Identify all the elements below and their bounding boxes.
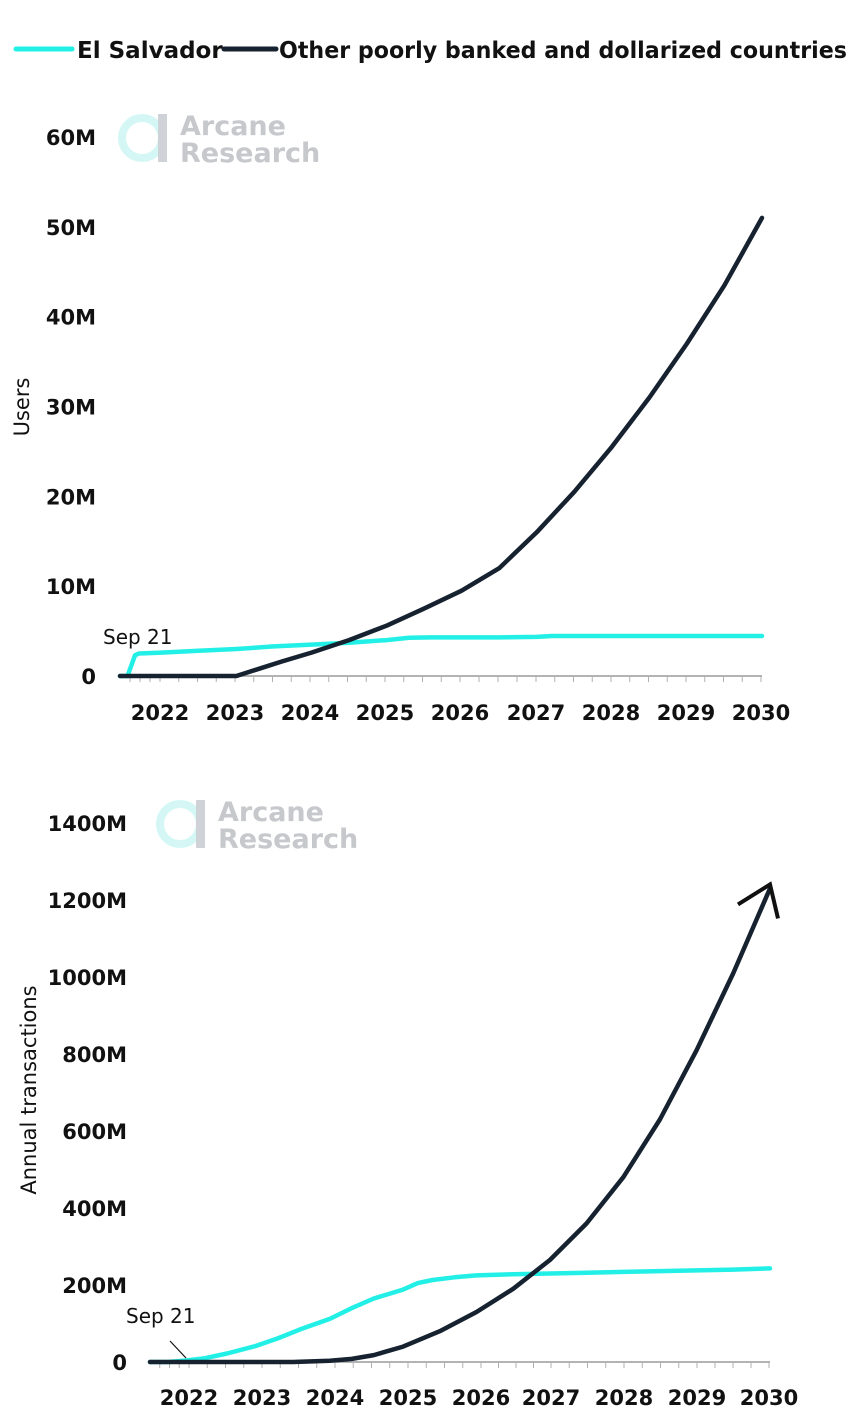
watermark-line2: Research xyxy=(180,138,320,169)
x-tick-label: 2024 xyxy=(281,701,339,725)
x-tick-label: 2025 xyxy=(379,1386,437,1410)
y-tick-label: 0 xyxy=(112,1351,127,1375)
annotation-pointer-line xyxy=(169,1340,187,1359)
x-tick-label: 2023 xyxy=(206,701,264,725)
series-line-el-salvador xyxy=(117,633,765,679)
x-tick-label: 2022 xyxy=(131,701,189,725)
watermark-logo-bar xyxy=(158,114,167,162)
x-tick-label: 2028 xyxy=(582,701,640,725)
users-chart: 2022 2023 2024 2025 2026 2027 2028 2029 2030 0 10M… xyxy=(10,126,790,725)
y-tick-label: 50M xyxy=(46,216,96,240)
y-tick-label: 40M xyxy=(46,306,96,330)
legend-item-el-salvador[interactable]: El Salvador xyxy=(13,38,223,64)
y-tick-label: 1400M xyxy=(48,812,127,836)
watermark-logo-bar xyxy=(196,800,205,848)
x-tick-label: 2024 xyxy=(306,1386,364,1410)
x-tick-label: 2030 xyxy=(740,1386,798,1410)
y-tick-label: 400M xyxy=(62,1197,127,1221)
legend: El Salvador Other poorly banked and doll… xyxy=(13,38,847,64)
y-tick-label: 800M xyxy=(62,1043,127,1067)
y-tick-label: 0 xyxy=(81,665,96,689)
series-line-other-countries xyxy=(117,215,765,679)
y-tick-label: 200M xyxy=(62,1274,127,1298)
y-axis-label: Users xyxy=(10,378,34,437)
legend-item-other-countries[interactable]: Other poorly banked and dollarized count… xyxy=(221,38,847,64)
growth-arrow-icon xyxy=(736,881,780,919)
watermark-arcane-research-top: Arcane Research xyxy=(118,111,320,169)
x-tick-label: 2026 xyxy=(431,701,489,725)
annotation-label: Sep 21 xyxy=(103,625,173,649)
annotation-label: Sep 21 xyxy=(126,1304,196,1328)
y-tick-label: 1000M xyxy=(48,966,127,990)
x-tick-label: 2029 xyxy=(657,701,715,725)
y-axis-label: Annual transactions xyxy=(17,985,41,1194)
annual-transactions-chart: 2022 2023 2024 2025 2026 2027 2028 2029 2030 0 200… xyxy=(17,812,798,1410)
x-tick-label: 2028 xyxy=(595,1386,653,1410)
x-tick-label: 2027 xyxy=(522,1386,580,1410)
y-tick-label: 10M xyxy=(46,575,96,599)
x-tick-label: 2023 xyxy=(233,1386,291,1410)
watermark-logo-icon xyxy=(156,800,204,848)
series-line-el-salvador xyxy=(147,1266,773,1365)
y-tick-label: 20M xyxy=(46,485,96,509)
y-tick-label: 1200M xyxy=(48,889,127,913)
x-tick-label: 2022 xyxy=(160,1386,218,1410)
legend-label-el-salvador: El Salvador xyxy=(77,38,223,64)
y-tick-label: 600M xyxy=(62,1120,127,1144)
watermark-arcane-research-bottom: Arcane Research xyxy=(156,797,358,855)
series-line-other-countries xyxy=(147,886,773,1365)
x-tick-label: 2030 xyxy=(732,701,790,725)
watermark-line1: Arcane xyxy=(180,111,286,142)
legend-label-other-countries: Other poorly banked and dollarized count… xyxy=(279,38,847,64)
y-tick-label: 30M xyxy=(46,396,96,420)
x-tick-label: 2026 xyxy=(452,1386,510,1410)
x-tick-label: 2029 xyxy=(668,1386,726,1410)
y-tick-label: 60M xyxy=(46,126,96,150)
watermark-logo-icon xyxy=(118,114,166,162)
watermark-line2: Research xyxy=(218,824,358,855)
x-tick-label: 2025 xyxy=(356,701,414,725)
x-tick-label: 2027 xyxy=(507,701,565,725)
watermark-line1: Arcane xyxy=(218,797,324,828)
